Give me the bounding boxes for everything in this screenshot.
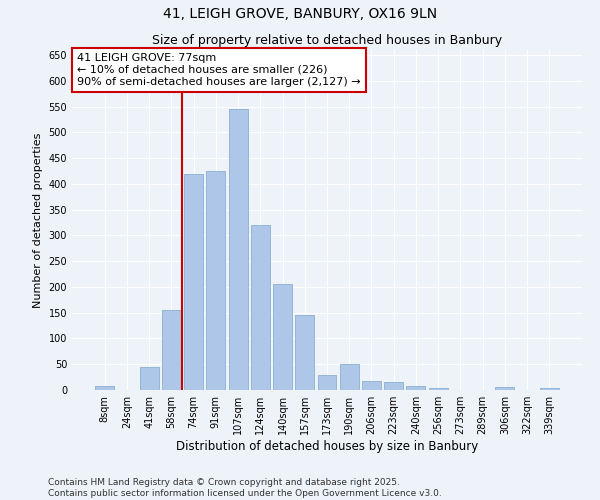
Bar [496, 388, 514, 390]
Text: Contains HM Land Registry data © Crown copyright and database right 2025.
Contai: Contains HM Land Registry data © Crown c… [48, 478, 442, 498]
Bar [295, 316, 314, 390]
Bar [206, 171, 225, 390]
Bar [340, 364, 359, 390]
Bar [95, 386, 114, 390]
Bar [162, 310, 181, 390]
Bar [362, 381, 381, 390]
Bar [229, 109, 248, 390]
Bar [384, 382, 403, 390]
Bar [184, 174, 203, 390]
Bar [251, 225, 270, 390]
Bar [273, 284, 292, 390]
Bar [429, 388, 448, 390]
Bar [317, 374, 337, 390]
Title: Size of property relative to detached houses in Banbury: Size of property relative to detached ho… [152, 34, 502, 48]
Y-axis label: Number of detached properties: Number of detached properties [33, 132, 43, 308]
Bar [406, 386, 425, 390]
Bar [540, 388, 559, 390]
X-axis label: Distribution of detached houses by size in Banbury: Distribution of detached houses by size … [176, 440, 478, 453]
Text: 41 LEIGH GROVE: 77sqm
← 10% of detached houses are smaller (226)
90% of semi-det: 41 LEIGH GROVE: 77sqm ← 10% of detached … [77, 54, 361, 86]
Text: 41, LEIGH GROVE, BANBURY, OX16 9LN: 41, LEIGH GROVE, BANBURY, OX16 9LN [163, 8, 437, 22]
Bar [140, 367, 158, 390]
